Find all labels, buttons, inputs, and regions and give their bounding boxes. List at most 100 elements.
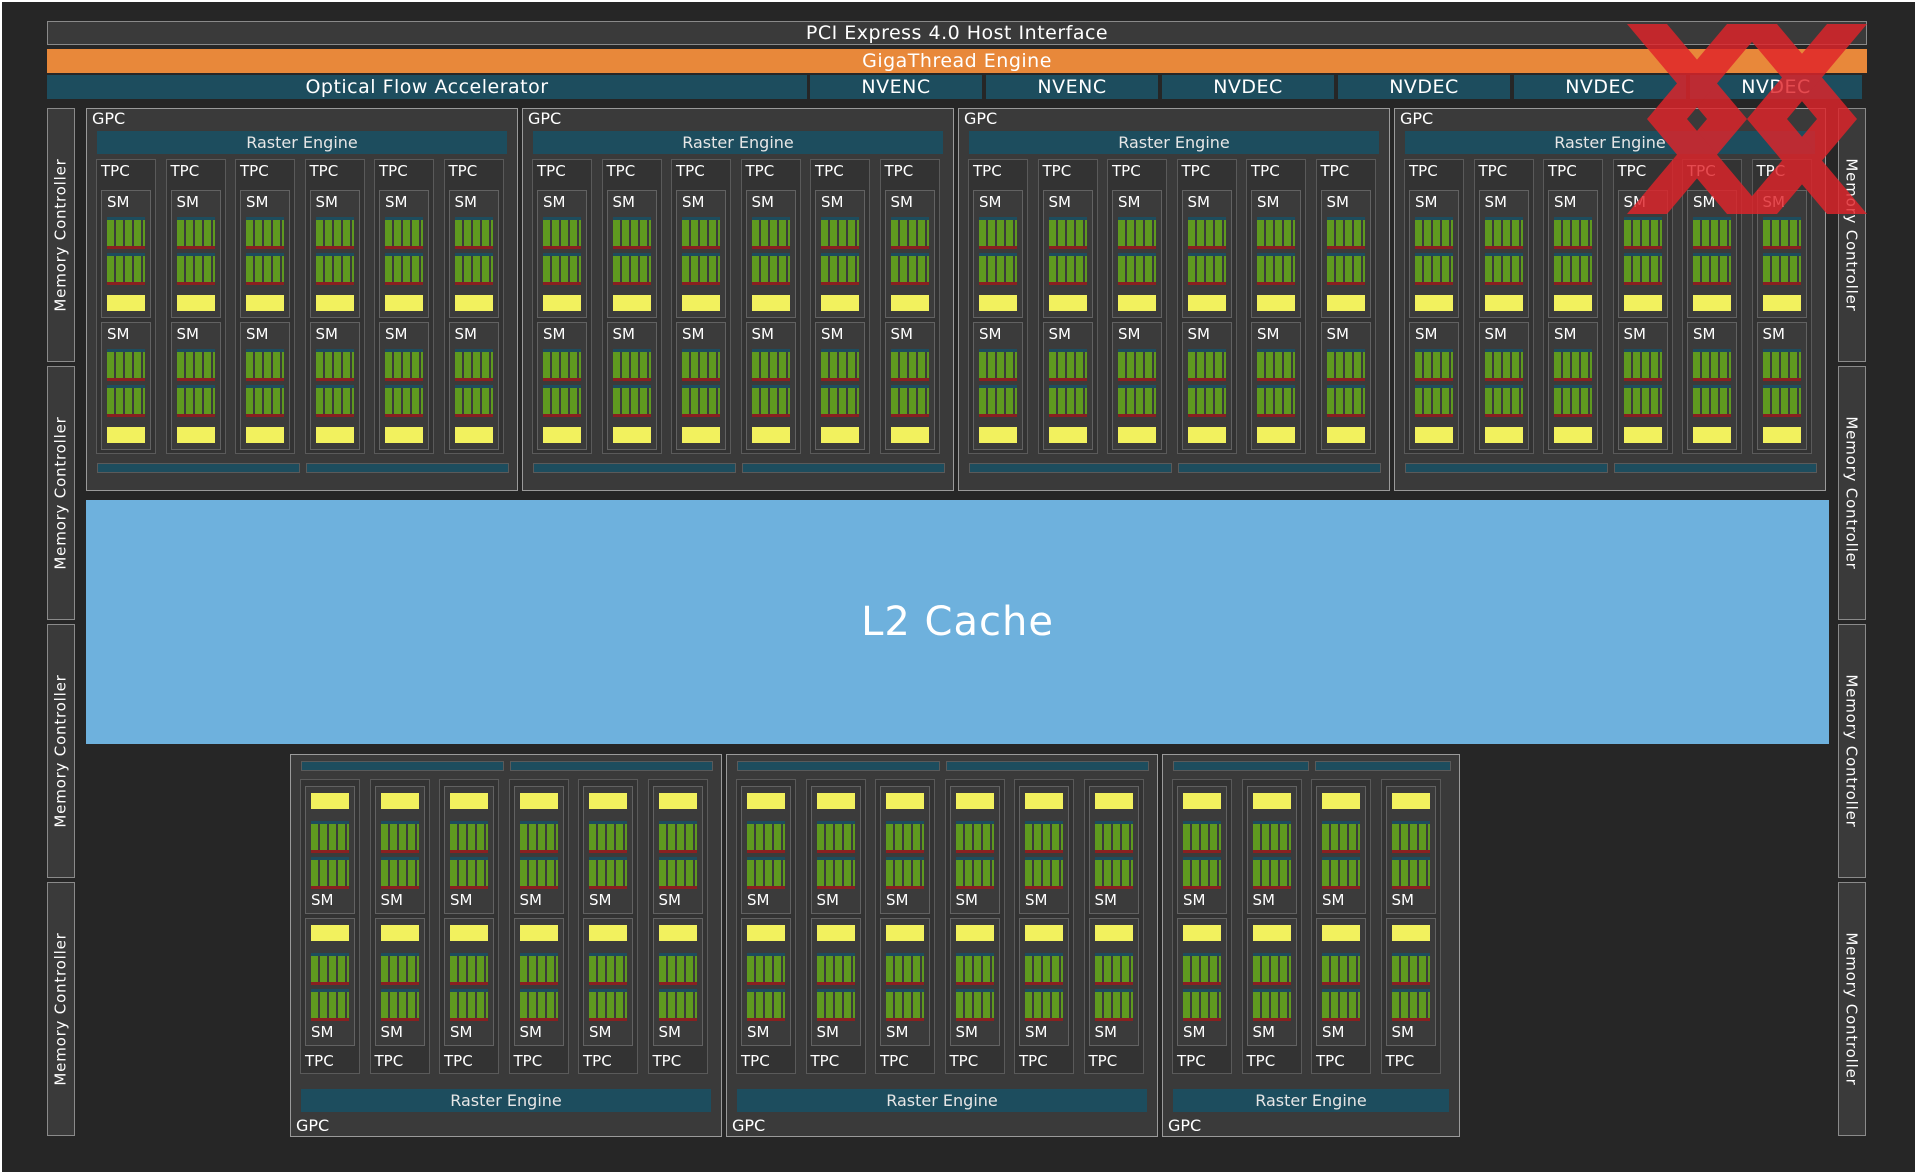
cuda-cores [246, 385, 284, 417]
polymorph-engine [306, 463, 509, 473]
tpc-unit: TPC SM SM [1311, 779, 1371, 1074]
tpc-unit: TPC SM SM [439, 779, 499, 1074]
cuda-cores [886, 989, 924, 1021]
tensor-core [1322, 793, 1360, 809]
sm-unit: SM [1112, 322, 1162, 450]
cuda-cores [1484, 349, 1523, 381]
cuda-cores [1415, 253, 1453, 285]
sm-unit: SM [884, 322, 935, 450]
sm-label: SM [311, 1023, 334, 1041]
tensor-core [385, 295, 423, 311]
tensor-core [519, 793, 558, 809]
sm-label: SM [1391, 891, 1414, 909]
cuda-cores [543, 385, 581, 417]
cuda-cores [1554, 349, 1592, 381]
sm-unit: SM [1409, 322, 1459, 450]
memory-controller-right: Memory Controller [1838, 624, 1866, 878]
cuda-cores [1094, 953, 1133, 985]
sm-label: SM [1484, 325, 1507, 343]
tpc-label: TPC [1316, 1052, 1345, 1070]
cuda-cores [1322, 989, 1360, 1021]
cuda-cores [107, 253, 145, 285]
tensor-core [1257, 427, 1295, 443]
cuda-cores [890, 385, 929, 417]
sm-unit: SM [513, 918, 564, 1046]
cuda-cores [107, 349, 145, 381]
sm-label: SM [1554, 325, 1577, 343]
cuda-cores [816, 953, 855, 985]
cuda-cores [658, 857, 697, 889]
sm-label: SM [1257, 193, 1280, 211]
cuda-cores [816, 857, 855, 889]
cuda-cores [1322, 821, 1360, 853]
sm-unit: SM [1687, 322, 1737, 450]
sm-label: SM [450, 1023, 473, 1041]
polymorph-engine [510, 761, 713, 771]
sm-unit: SM [973, 322, 1023, 450]
sm-label: SM [1693, 193, 1716, 211]
cuda-cores [886, 953, 924, 985]
tpc-unit: TPC SM SM [96, 159, 156, 454]
sm-label: SM [543, 193, 566, 211]
tpc-unit: TPC SM SM [443, 159, 504, 454]
tpc-unit: TPC SM SM [1473, 159, 1534, 454]
tensor-core [1484, 295, 1523, 311]
cuda-cores [1623, 385, 1662, 417]
sm-label: SM [658, 891, 681, 909]
tensor-core [1118, 295, 1156, 311]
cuda-cores [543, 253, 581, 285]
cuda-cores [315, 217, 354, 249]
memory-controller-label: Memory Controller [52, 158, 70, 312]
cuda-cores [890, 253, 929, 285]
sm-label: SM [682, 193, 705, 211]
tensor-core [450, 793, 488, 809]
polymorph-engine [742, 463, 945, 473]
cuda-cores [176, 253, 215, 285]
cuda-cores [1415, 349, 1453, 381]
sm-unit: SM [1019, 786, 1069, 914]
cuda-cores [385, 349, 423, 381]
cuda-cores [612, 217, 651, 249]
memory-controller-label: Memory Controller [52, 674, 70, 828]
sm-unit: SM [374, 918, 425, 1046]
cuda-cores [1415, 217, 1453, 249]
polymorph-engine [1173, 761, 1309, 771]
cuda-cores [1257, 385, 1295, 417]
sm-label: SM [311, 891, 334, 909]
tensor-core [311, 793, 349, 809]
sm-label: SM [1257, 325, 1280, 343]
tpc-label: TPC [1246, 1052, 1276, 1070]
cuda-cores [311, 857, 349, 889]
sm-label: SM [979, 325, 1002, 343]
tpc-unit: TPC SM SM [1543, 159, 1603, 454]
cuda-cores [107, 217, 145, 249]
sm-label: SM [816, 1023, 839, 1041]
cuda-cores [1025, 989, 1063, 1021]
tpc-label: TPC [448, 162, 478, 180]
cuda-cores [1257, 349, 1295, 381]
sm-label: SM [979, 193, 1002, 211]
gpc-label: GPC [964, 109, 998, 128]
cuda-cores [682, 253, 720, 285]
sm-label: SM [1187, 193, 1210, 211]
tpc-unit: TPC SM SM [1107, 159, 1167, 454]
cuda-cores [886, 857, 924, 889]
cuda-cores [1415, 385, 1453, 417]
sm-unit: SM [444, 918, 494, 1046]
sm-label: SM [385, 325, 408, 343]
cuda-cores [519, 953, 558, 985]
sm-label: SM [589, 1023, 612, 1041]
cuda-cores [450, 857, 488, 889]
cuda-cores [1252, 821, 1291, 853]
cuda-cores [1322, 857, 1360, 889]
sm-label: SM [1048, 193, 1071, 211]
sm-label: SM [380, 1023, 403, 1041]
sm-label: SM [1415, 193, 1438, 211]
memory-controller-right: Memory Controller [1838, 882, 1866, 1136]
tensor-core [1693, 295, 1731, 311]
sm-unit: SM [1042, 190, 1093, 318]
tensor-core [1094, 793, 1133, 809]
tpc-unit: TPC SM SM [235, 159, 295, 454]
cuda-cores [1326, 253, 1365, 285]
tensor-core [612, 427, 651, 443]
